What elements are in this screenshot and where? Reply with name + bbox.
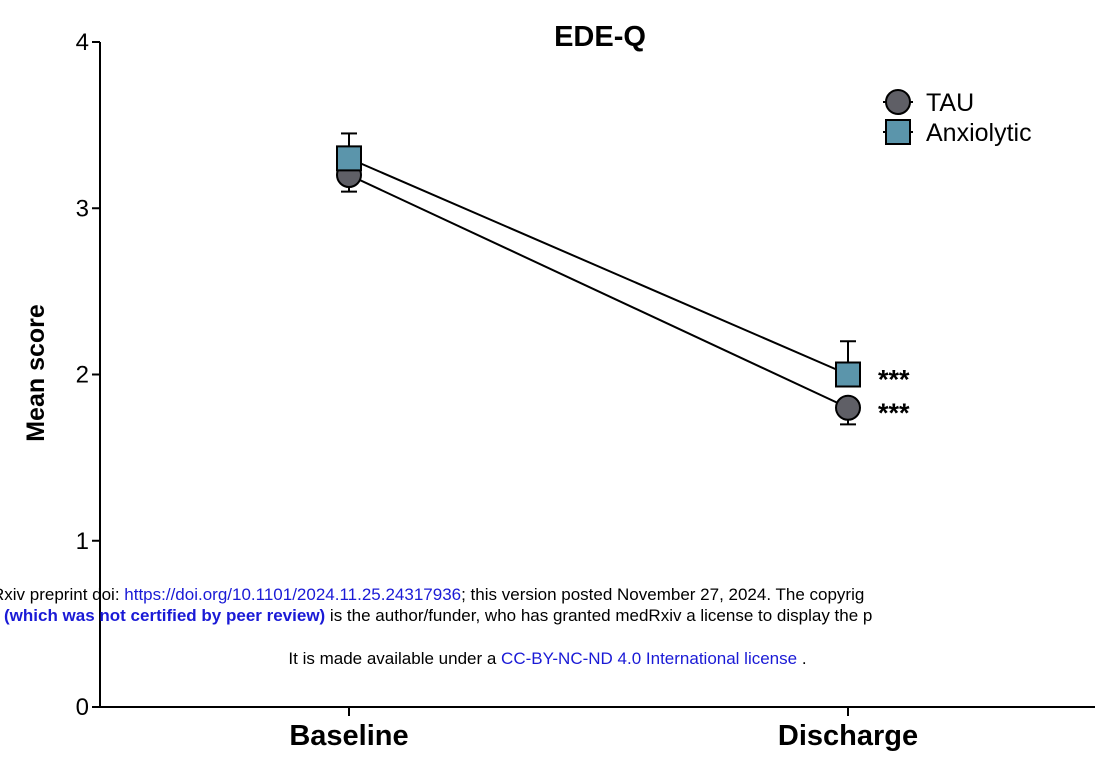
peer-review-note: (which was not certified by peer review): [4, 606, 326, 625]
series-line-anxiolytic: [348, 157, 849, 376]
chart-title: EDE-Q: [554, 21, 646, 53]
data-point-tau: [835, 394, 861, 421]
license-prefix: It is made available under a: [288, 649, 502, 668]
y-tick-label: 0: [76, 694, 89, 721]
license-grant-text: is the author/funder, who has granted me…: [325, 606, 873, 625]
preprint-doi-suffix: ; this version posted November 27, 2024.…: [461, 585, 865, 604]
preprint-doi-prefix: Rxiv preprint doi:: [0, 585, 125, 604]
legend-marker-tau: [885, 89, 911, 115]
data-point-anxiolytic: [336, 145, 362, 172]
x-tick-label: Discharge: [778, 720, 918, 752]
preprint-notice-line2: (which was not certified by peer review)…: [4, 606, 1095, 626]
series-layer: ******: [336, 132, 910, 428]
series-line-tau: [348, 174, 849, 409]
y-tick-label: 4: [76, 29, 89, 56]
significance-marker: ***: [878, 365, 910, 395]
preprint-doi-link[interactable]: https://doi.org/10.1101/2024.11.25.24317…: [124, 585, 462, 604]
y-tick-label: 3: [76, 195, 89, 222]
license-suffix: .: [797, 649, 807, 668]
preprint-notice-line1: Rxiv preprint doi: https://doi.org/10.11…: [0, 585, 1087, 605]
significance-marker: ***: [878, 398, 910, 428]
legend-marker-anxiolytic: [885, 119, 911, 145]
axes: 0 1 2 3 4 Baseline Discharge: [76, 29, 1095, 752]
x-tick-label: Baseline: [289, 720, 408, 752]
legend-label-anxiolytic: Anxiolytic: [926, 119, 1032, 147]
y-tick-label: 2: [76, 362, 89, 389]
legend-label-tau: TAU: [926, 89, 974, 117]
license-link[interactable]: CC-BY-NC-ND 4.0 International license: [501, 649, 798, 668]
y-axis-label: Mean score: [22, 304, 50, 442]
data-point-anxiolytic: [835, 361, 861, 388]
y-tick-label: 1: [76, 528, 89, 555]
preprint-notice-line3: It is made available under a CC-BY-NC-ND…: [0, 649, 1095, 669]
